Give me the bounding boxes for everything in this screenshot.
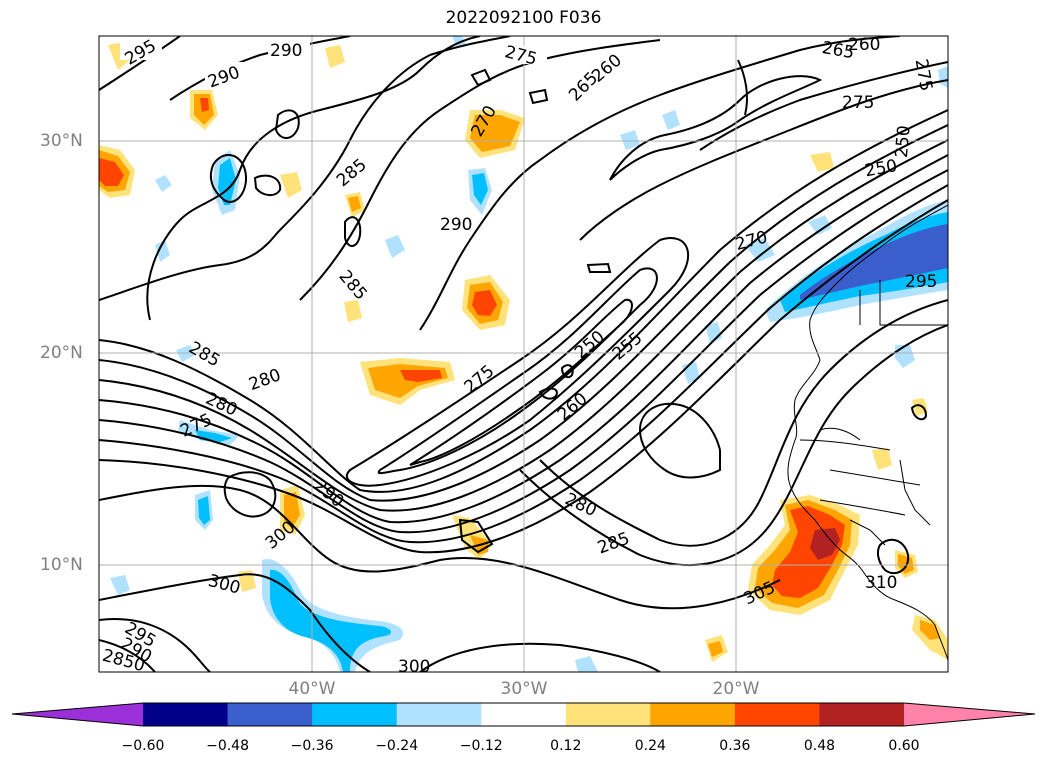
colorbar-tick-label: −0.48: [206, 738, 249, 754]
colorbar-tick-label: −0.60: [121, 738, 165, 754]
gridlines: [99, 36, 948, 672]
colorbar-cell: [227, 703, 313, 726]
colorbar-cell: [819, 703, 905, 726]
map-title: 2022092100 F036: [445, 8, 602, 28]
contour-label: 295: [905, 272, 937, 292]
contour-label: 250: [892, 125, 915, 159]
colorbar: [11, 702, 1036, 727]
contour-label: 290: [440, 215, 472, 235]
lat-label-20n: 20°N: [40, 343, 83, 363]
colorbar-tick-label: −0.12: [459, 738, 503, 754]
colorbar-cell: [396, 703, 482, 726]
contour-label: 300: [398, 657, 430, 677]
contour-label: 290: [270, 41, 302, 61]
contour-label: 275: [461, 361, 499, 397]
colorbar-extend-high: [904, 703, 1035, 726]
colorbar-tick-label: 0.24: [634, 738, 666, 754]
colorbar-tick-label: 0.60: [888, 738, 920, 754]
colorbar-tick-label: 0.48: [803, 738, 836, 754]
contour-label: 275: [842, 93, 874, 113]
lon-label-30w: 30°W: [500, 679, 548, 699]
contour-label: 260: [848, 35, 880, 55]
contour-label: 250: [863, 156, 898, 181]
colorbar-cell: [565, 703, 651, 726]
contour-label: 310: [865, 573, 897, 593]
lat-label-10n: 10°N: [40, 555, 83, 575]
colorbar-extend-low: [12, 703, 143, 726]
lon-label-40w: 40°W: [288, 679, 336, 699]
colorbar-tick-label: 0.36: [719, 738, 751, 754]
colorbar-tick-label: −0.36: [290, 738, 334, 754]
colorbar-tick-label: −0.24: [375, 738, 419, 754]
colorbar-cell: [143, 703, 229, 726]
contour-label: 285: [185, 338, 223, 372]
coastline-layer: [787, 204, 948, 661]
colorbar-cell: [650, 703, 736, 726]
lat-label-30n: 30°N: [40, 131, 83, 151]
colorbar-cell: [734, 703, 820, 726]
contour-label: 280: [246, 365, 283, 395]
colorbar-cell: [481, 703, 567, 726]
map-frame: [98, 35, 949, 673]
contour-layer: [99, 36, 948, 672]
shading-layer: [99, 36, 948, 672]
contour-label: 295: [122, 36, 160, 70]
lon-label-20w: 20°W: [712, 679, 760, 699]
colorbar-cell: [312, 703, 398, 726]
contour-label: 285: [335, 267, 371, 305]
colorbar-tick-label: 0.12: [550, 738, 582, 754]
contour-label: 250: [571, 327, 609, 363]
contour-label: 280: [562, 489, 600, 521]
